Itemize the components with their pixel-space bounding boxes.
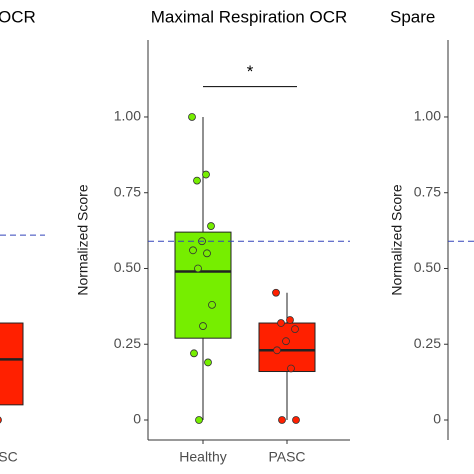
data-point: [277, 319, 285, 327]
data-point: [207, 222, 215, 230]
data-point: [282, 337, 290, 346]
data-point: [286, 316, 294, 324]
y-tick-label: 0.75: [114, 183, 141, 199]
data-point: [0, 416, 2, 424]
data-point: [188, 113, 196, 121]
y-tick-label: 0.50: [114, 259, 141, 275]
data-point: [287, 364, 295, 373]
x-tick-label: Healthy: [179, 449, 226, 465]
y-tick-label: 0.75: [414, 183, 441, 199]
data-point: [291, 325, 299, 333]
data-point: [194, 264, 202, 273]
data-point: [292, 416, 300, 424]
y-axis-label: Normalized Score: [75, 184, 91, 295]
chart-title: Spare: [390, 7, 435, 26]
y-tick-label: 0.50: [414, 259, 441, 275]
data-point: [190, 349, 198, 358]
data-point: [208, 300, 216, 309]
data-point: [278, 416, 286, 424]
data-point: [189, 246, 197, 255]
chart-title: OCR: [0, 7, 36, 26]
data-point: [202, 170, 210, 179]
x-tick-label: SC: [0, 449, 18, 465]
box: [258, 322, 316, 373]
y-tick-label: 0.25: [414, 335, 441, 351]
y-axis-label: Normalized Score: [389, 184, 405, 295]
box: [0, 322, 24, 406]
x-tick-label: PASC: [268, 449, 305, 465]
data-point: [195, 416, 203, 424]
box: [174, 231, 232, 339]
data-point: [199, 322, 207, 330]
data-point: [203, 249, 211, 258]
data-point: [193, 176, 201, 185]
data-point: [273, 346, 281, 355]
chart-title: Maximal Respiration OCR: [151, 7, 348, 26]
significance-label: *: [247, 62, 254, 81]
data-point: [204, 358, 212, 367]
y-tick-label: 0: [133, 411, 141, 427]
y-tick-label: 1.00: [114, 108, 141, 124]
y-tick-label: 0.25: [114, 335, 141, 351]
y-tick-label: 1.00: [414, 108, 441, 124]
y-tick-label: 0: [433, 411, 441, 427]
data-point: [272, 288, 280, 297]
